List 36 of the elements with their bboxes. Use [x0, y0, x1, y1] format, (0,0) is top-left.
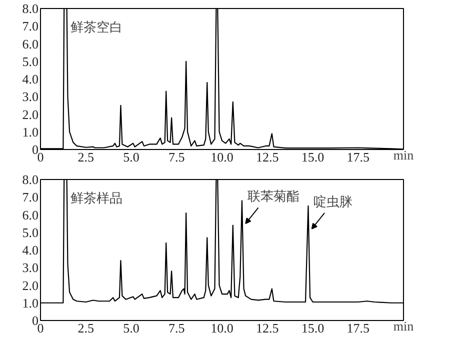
y-tick-label: 3.0: [22, 89, 38, 104]
x-tick-label: 17.5: [346, 320, 370, 336]
x-tick-label: 10.0: [210, 150, 234, 164]
x-tick-label: 17.5: [346, 150, 370, 164]
x-tick-label: 2.5: [78, 150, 94, 164]
annotation: 联苯菊酯: [247, 190, 300, 205]
y-tick-label: 1.0: [22, 124, 38, 140]
x-tick-label: 15.0: [301, 320, 324, 336]
x-axis-title: min: [393, 318, 414, 334]
y-tick-label: 7.0: [22, 190, 38, 205]
y-tick-label: 7.0: [22, 18, 38, 34]
y-tick-label: 1.0: [22, 295, 38, 310]
y-tick-label: 5.0: [22, 224, 38, 240]
x-axis-title: min: [393, 148, 414, 162]
x-tick-label: 7.5: [168, 150, 185, 164]
y-tick-label: 2.0: [22, 278, 38, 293]
x-tick-label: 12.5: [256, 150, 279, 164]
y-tick-label: 4.0: [22, 72, 38, 86]
text: 鲜茶空白: [70, 20, 122, 36]
x-tick-label: 10.0: [210, 320, 234, 336]
x-tick-label: 12.5: [256, 320, 279, 336]
y-tick-label: 4.0: [22, 242, 38, 258]
y-tick-label: 6.0: [22, 36, 38, 52]
x-tick-label: 5.0: [123, 150, 140, 164]
y-tick-label: 3.0: [22, 260, 38, 276]
annotation: 啶虫脒: [314, 194, 353, 210]
y-tick-label: 2.0: [22, 106, 38, 122]
x-tick-label: 7.5: [168, 320, 185, 336]
text: 鲜茶样品: [70, 192, 122, 206]
y-tick-label: 8.0: [22, 172, 38, 187]
y-tick-label: 5.0: [22, 54, 38, 69]
x-tick-label: 5.0: [123, 320, 140, 336]
x-tick-label: 2.5: [78, 320, 94, 336]
x-tick-label: 15.0: [301, 150, 324, 164]
y-tick-label: 8.0: [22, 1, 38, 16]
y-tick-label: 6.0: [22, 207, 38, 222]
